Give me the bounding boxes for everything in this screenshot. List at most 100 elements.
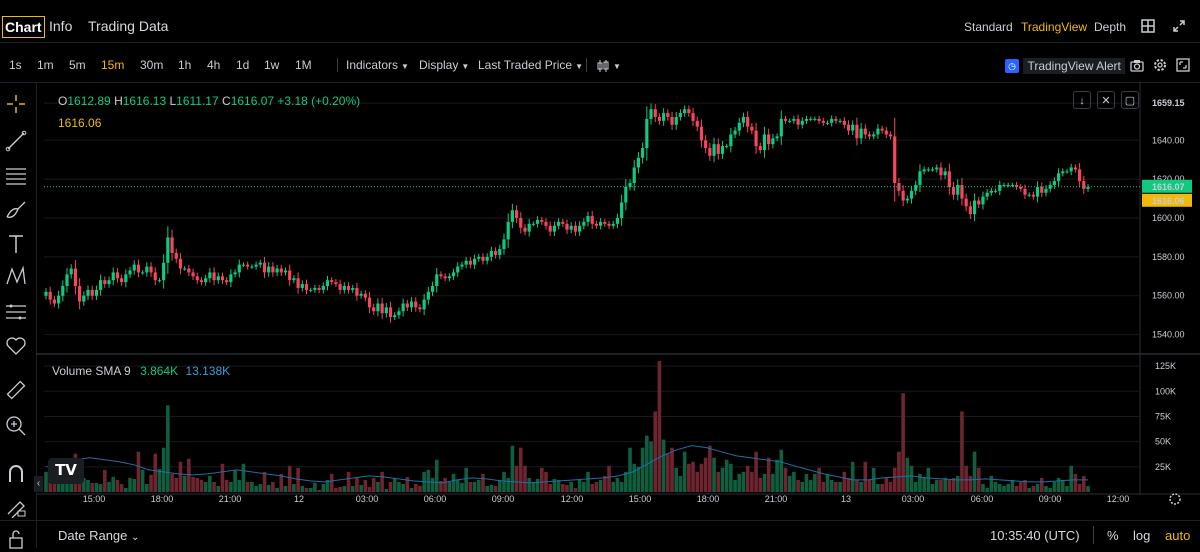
volume-bar [418,485,422,492]
open-value: 1612.89 [67,94,111,108]
horizontal-lines-icon[interactable] [4,163,28,187]
candle-body [779,118,783,137]
candle-body [645,118,649,149]
candle-body [977,200,981,205]
volume-bar [195,477,200,492]
candle-body [863,128,867,135]
volume-bar [640,447,645,492]
candle-body [628,183,632,187]
volume-bar [552,478,557,492]
volume-bar [792,471,796,492]
interval-4h[interactable]: 4h [207,58,221,72]
volume-bar [1006,483,1010,492]
volume-bar [506,477,510,492]
grid-layout-icon[interactable] [1141,19,1155,33]
volume-bar [178,461,183,492]
candle-body [1044,188,1048,193]
volume-bar [413,483,418,492]
tab-info[interactable]: Info [49,18,73,34]
pattern-icon[interactable] [4,264,28,288]
volume-bar [632,463,637,492]
candle-body [69,268,73,275]
price-chart[interactable]: 1659.15 1640.00 1620.00 1600.00 1580.00 1560.… [0,82,1200,520]
interval-1h[interactable]: 1h [178,58,192,72]
display-menu[interactable]: Display ▼ [419,58,469,72]
log-toggle[interactable]: log [1133,528,1151,543]
tradingview-alert-button[interactable]: ◷ TradingView Alert [1005,57,1125,74]
volume-bar [523,465,527,492]
candle-body [422,299,426,310]
volume-bar [624,471,628,492]
candle-body [351,287,355,290]
candle-body [430,286,435,292]
crosshair-icon[interactable] [4,92,28,116]
percent-toggle[interactable]: % [1107,528,1119,543]
candle-body [657,116,662,121]
date-range-menu[interactable]: Date Range ⌄ [58,528,139,543]
candle-body [514,210,519,218]
interval-5m[interactable]: 5m [69,58,86,72]
candle-body [262,262,267,273]
camera-icon[interactable] [1130,58,1144,72]
top-bar: Chart Info Trading Data Standard Trading… [0,0,1200,52]
indicators-menu[interactable]: Indicators ▼ [346,58,409,72]
axis-settings-icon[interactable] [1169,493,1181,505]
interval-1w[interactable]: 1w [264,58,280,72]
volume-bar [951,477,956,492]
tab-chart[interactable]: Chart [2,16,45,38]
volume-bar [325,479,330,492]
volume-bar [514,465,519,492]
view-depth[interactable]: Depth [1094,20,1127,34]
expand-icon[interactable] [1176,58,1190,72]
candle-body [1014,184,1019,187]
candle-body [397,311,401,316]
candle-body [884,130,888,135]
measure-lines-icon[interactable] [4,300,28,324]
magnet-icon[interactable] [4,462,28,486]
volume-bar [918,473,922,492]
interval-30m[interactable]: 30m [140,58,164,72]
candle-body [674,116,678,125]
candle-body [288,270,292,281]
favorites-heart-icon[interactable] [4,334,28,358]
scroll-down-button[interactable]: ↓ [1073,91,1091,109]
collapse-toolbar-toggle[interactable]: ‹ [34,476,43,492]
candle-body [115,272,120,279]
lock-drawing-icon[interactable] [4,494,28,518]
view-standard[interactable]: Standard [964,20,1013,34]
zoom-in-icon[interactable] [4,414,28,438]
candle-body [1061,171,1065,174]
tab-trading-data[interactable]: Trading Data [88,18,169,34]
candle-body [662,113,666,121]
volume-bar [1048,487,1052,492]
interval-1m[interactable]: 1m [37,58,54,72]
text-icon[interactable] [4,232,28,256]
candle-body [57,295,61,304]
interval-1s[interactable]: 1s [9,58,22,72]
interval-15m[interactable]: 15m [101,58,125,72]
interval-1d[interactable]: 1d [236,58,250,72]
candle-body [603,221,607,224]
reset-chart-button[interactable]: ▢ [1121,91,1139,109]
brush-icon[interactable] [4,197,28,221]
interval-1M[interactable]: 1M [295,58,312,72]
candle-body [683,109,687,114]
volume-bar [989,475,994,492]
utc-clock[interactable]: 10:35:40 (UTC) [990,528,1080,543]
candle-body [733,130,737,135]
candle-body [565,223,569,230]
view-tradingview[interactable]: TradingView [1021,20,1088,34]
toolbar-separator [586,58,587,72]
fullscreen-icon[interactable] [1172,19,1186,33]
volume-bar [590,483,595,492]
chart-type-menu[interactable]: ▼ [596,58,621,72]
candle-body [830,118,834,123]
collapse-button[interactable]: ✕ [1097,91,1115,109]
trend-line-icon[interactable] [4,129,28,153]
price-axis-label: 1600.00 [1152,213,1185,223]
price-type-menu[interactable]: Last Traded Price ▼ [478,58,583,72]
settings-gear-icon[interactable] [1153,58,1167,72]
auto-toggle[interactable]: auto [1165,528,1191,543]
ruler-icon[interactable] [4,378,28,402]
volume-bar [262,471,267,492]
